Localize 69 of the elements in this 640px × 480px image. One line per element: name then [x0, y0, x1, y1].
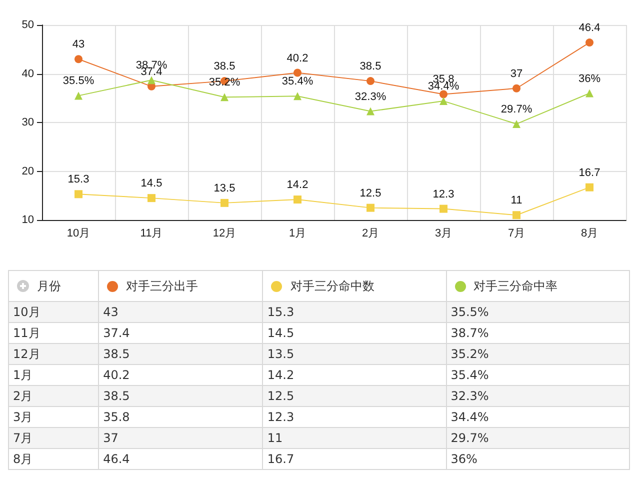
- data-label: 14.5: [140, 178, 162, 190]
- x-tick-label: 2月: [362, 228, 380, 240]
- data-label: 37: [510, 68, 523, 80]
- data-label: 38.5: [214, 60, 236, 73]
- y-tick-label: 10: [22, 214, 34, 226]
- legend-label: 对手三分出手: [98, 270, 263, 302]
- legend-label: 对手三分命中率: [446, 270, 630, 302]
- legend-title: 月份: [8, 270, 99, 302]
- text: 36%: [450, 452, 478, 466]
- text: 37.4: [103, 326, 130, 340]
- data-label: 35.4%: [282, 76, 314, 88]
- text: 38.5: [103, 347, 130, 361]
- text: 35.2%: [450, 347, 489, 361]
- x-tick-label: 10月: [66, 228, 90, 240]
- category-label: 11月: [13, 326, 40, 340]
- category-label: 8月: [13, 452, 33, 466]
- data-label: 34.4%: [428, 80, 460, 93]
- text: 15.3: [267, 305, 294, 319]
- y-tick-label: 40: [22, 68, 34, 80]
- data-label: 38.5: [360, 60, 382, 73]
- text: 38.7%: [450, 326, 489, 340]
- text: 12.3: [267, 410, 294, 424]
- text: 35.4%: [450, 368, 489, 382]
- category-label: 3月: [13, 410, 33, 424]
- text: 12.5: [267, 389, 294, 403]
- text: 32.3%: [450, 389, 489, 403]
- text: 13.5: [267, 347, 294, 361]
- y-tick-label: 30: [22, 116, 34, 128]
- text: 29.7%: [450, 431, 489, 445]
- data-label: 36%: [578, 72, 601, 85]
- data-label: 40.2: [286, 52, 308, 64]
- text: 43: [103, 305, 118, 319]
- x-tick-label: 7月: [508, 228, 526, 240]
- data-label: 13.5: [214, 182, 236, 194]
- category-label: 7月: [13, 430, 33, 444]
- data-label: 46.4: [578, 22, 600, 34]
- text: 14.2: [267, 368, 294, 382]
- category-label: 10月: [13, 304, 40, 318]
- text: 37: [103, 431, 118, 445]
- text: 35.8: [103, 410, 130, 424]
- data-label: 12.3: [432, 188, 454, 200]
- text: 16.7: [267, 452, 294, 466]
- text: 11: [267, 431, 283, 445]
- y-tick-label: 50: [22, 19, 34, 31]
- category-label: 1月: [13, 368, 33, 382]
- x-tick-label: 1月: [288, 228, 306, 240]
- x-tick-label: 8月: [580, 228, 598, 240]
- text: 34.4%: [450, 410, 489, 424]
- data-label: 12.5: [360, 187, 382, 200]
- x-tick-label: 11月: [140, 228, 163, 240]
- text: 46.4: [103, 452, 130, 466]
- data-label: 29.7%: [500, 103, 532, 116]
- text: 40.2: [103, 368, 130, 382]
- text: 35.5%: [450, 305, 489, 319]
- legend-label: 对手三分命中数: [262, 270, 446, 302]
- data-label: 43: [72, 38, 85, 51]
- x-tick-label: 3月: [434, 228, 452, 240]
- category-label: 12月: [13, 346, 40, 360]
- y-tick-label: 20: [22, 165, 34, 178]
- text: 38.5: [103, 389, 130, 403]
- text: 14.5: [267, 326, 294, 340]
- data-label: 14.2: [286, 179, 308, 192]
- data-label: 16.7: [578, 166, 600, 179]
- category-label: 2月: [13, 388, 33, 402]
- data-label: 32.3%: [354, 90, 386, 103]
- data-label: 11: [510, 194, 522, 207]
- data-label: 35.5%: [62, 75, 94, 88]
- x-tick-label: 12月: [212, 228, 236, 240]
- data-label: 15.3: [68, 174, 90, 186]
